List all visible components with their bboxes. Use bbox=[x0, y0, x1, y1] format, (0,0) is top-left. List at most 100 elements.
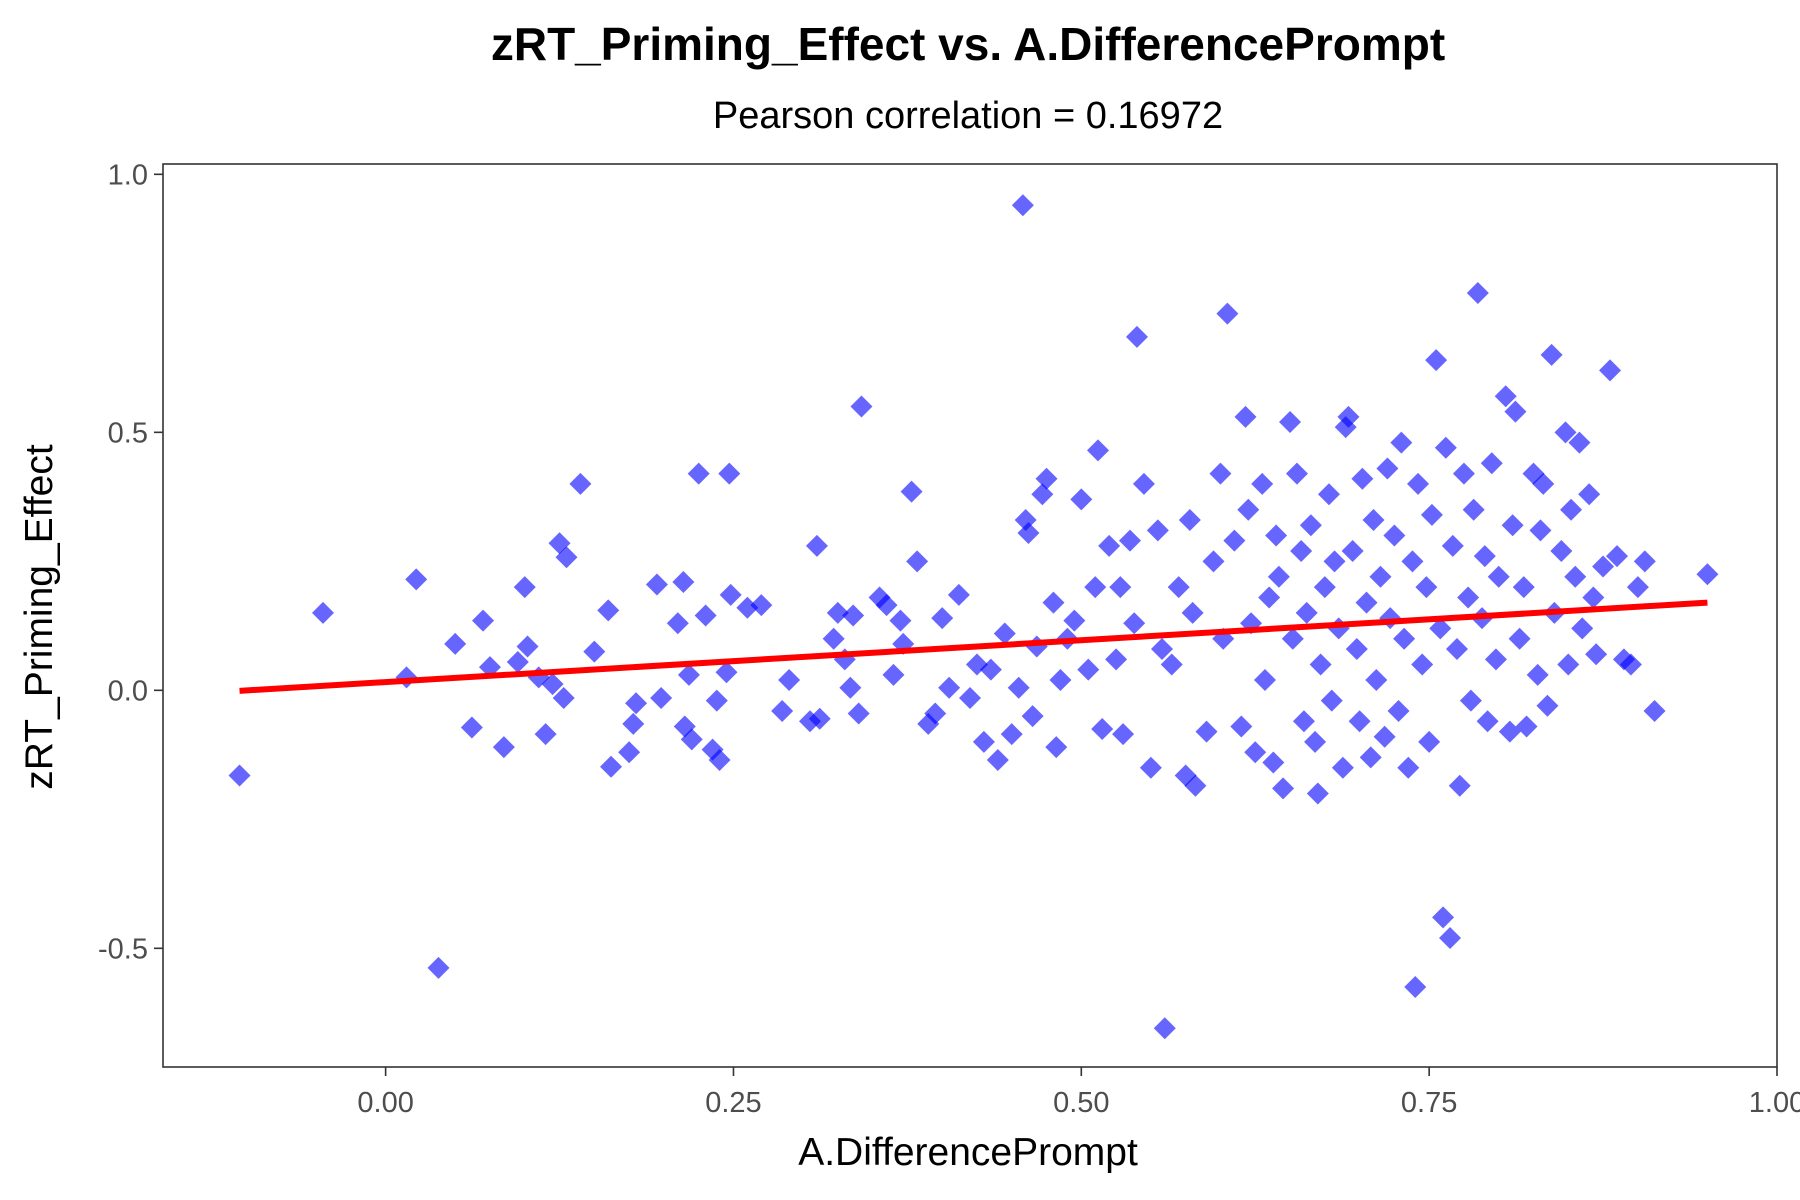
data-point bbox=[882, 663, 905, 686]
data-point bbox=[516, 635, 539, 658]
data-point bbox=[1445, 638, 1468, 661]
data-point bbox=[1105, 648, 1128, 671]
data-point bbox=[1397, 756, 1420, 779]
data-point bbox=[1529, 519, 1552, 542]
data-point bbox=[1585, 643, 1608, 666]
data-point bbox=[1313, 576, 1336, 599]
data-point bbox=[1279, 411, 1302, 433]
data-point bbox=[1216, 302, 1239, 325]
data-point bbox=[1304, 730, 1327, 753]
data-point bbox=[875, 594, 898, 617]
data-point bbox=[427, 956, 450, 979]
data-point bbox=[444, 632, 467, 655]
plot-panel bbox=[162, 163, 1778, 1068]
data-point bbox=[959, 687, 981, 710]
data-point bbox=[906, 550, 929, 573]
data-point bbox=[1091, 718, 1114, 741]
data-point bbox=[1299, 514, 1322, 537]
data-point bbox=[506, 650, 529, 673]
data-point bbox=[1351, 467, 1374, 490]
data-point bbox=[1317, 483, 1340, 506]
data-point bbox=[1153, 1017, 1176, 1040]
data-point bbox=[1063, 609, 1086, 632]
data-point bbox=[993, 622, 1016, 645]
data-point bbox=[680, 728, 703, 751]
x-tick-label: 0.50 bbox=[1053, 1087, 1109, 1119]
data-point bbox=[1369, 565, 1392, 588]
data-point bbox=[1390, 431, 1413, 454]
data-point bbox=[1383, 524, 1406, 547]
data-point bbox=[1011, 194, 1034, 217]
data-point bbox=[986, 748, 1009, 771]
data-point bbox=[938, 676, 961, 699]
data-point bbox=[534, 723, 557, 746]
data-point bbox=[1473, 545, 1496, 568]
data-point bbox=[513, 576, 536, 599]
x-tick-label: 1.00 bbox=[1749, 1087, 1800, 1119]
data-point bbox=[1448, 774, 1471, 797]
data-point bbox=[1077, 658, 1100, 681]
x-axis: 0.00 0.25 0.50 0.75 1.00 bbox=[357, 1067, 1800, 1119]
data-point bbox=[312, 601, 335, 624]
data-point bbox=[1146, 519, 1169, 542]
data-point bbox=[924, 702, 947, 725]
data-point bbox=[822, 627, 845, 650]
data-point bbox=[1292, 710, 1315, 733]
data-point bbox=[736, 596, 759, 619]
data-point bbox=[1504, 400, 1527, 423]
data-point bbox=[1251, 472, 1274, 495]
data-point bbox=[972, 730, 995, 753]
data-point bbox=[1592, 555, 1615, 578]
data-point bbox=[1439, 927, 1462, 949]
data-point bbox=[1452, 462, 1475, 485]
data-point bbox=[1049, 669, 1072, 691]
data-point bbox=[1112, 723, 1135, 746]
data-point bbox=[1407, 472, 1430, 495]
data-point bbox=[1087, 439, 1110, 462]
data-point bbox=[1272, 777, 1295, 800]
data-point bbox=[826, 601, 849, 624]
data-point bbox=[1320, 689, 1343, 712]
y-axis-label: zRT_Priming_Effect bbox=[18, 444, 61, 790]
data-point bbox=[1429, 617, 1452, 640]
data-point bbox=[1234, 405, 1257, 428]
data-point bbox=[645, 573, 668, 596]
data-point bbox=[1230, 715, 1253, 738]
data-point bbox=[1265, 524, 1288, 547]
data-point bbox=[1109, 576, 1132, 599]
data-point bbox=[1457, 586, 1480, 609]
data-point bbox=[947, 583, 970, 606]
data-point bbox=[597, 599, 620, 622]
data-point bbox=[1359, 746, 1382, 769]
data-point bbox=[842, 604, 865, 627]
data-point bbox=[900, 480, 923, 503]
data-point bbox=[1348, 710, 1371, 733]
data-point bbox=[1432, 906, 1455, 929]
data-point bbox=[569, 472, 592, 495]
data-point bbox=[1327, 617, 1350, 640]
data-point bbox=[1331, 756, 1354, 779]
data-point bbox=[1202, 550, 1225, 573]
data-point bbox=[1557, 653, 1580, 676]
data-point bbox=[1498, 720, 1521, 743]
data-point bbox=[1223, 529, 1246, 552]
data-point bbox=[1021, 705, 1044, 728]
data-point bbox=[1526, 663, 1549, 686]
data-point bbox=[472, 609, 495, 632]
y-tick-label: 0.5 bbox=[108, 417, 148, 449]
data-point bbox=[1373, 725, 1396, 748]
data-point bbox=[931, 607, 954, 630]
data-point bbox=[1418, 730, 1441, 753]
data-point bbox=[694, 604, 717, 627]
data-point bbox=[1167, 576, 1190, 599]
data-point bbox=[1619, 653, 1642, 676]
data-point bbox=[492, 736, 515, 759]
data-point bbox=[1178, 509, 1201, 532]
data-point bbox=[1376, 457, 1399, 480]
data-point bbox=[600, 755, 623, 778]
data-point bbox=[715, 661, 738, 684]
data-point bbox=[1441, 534, 1464, 557]
data-point bbox=[778, 669, 801, 691]
data-point bbox=[1599, 359, 1622, 382]
